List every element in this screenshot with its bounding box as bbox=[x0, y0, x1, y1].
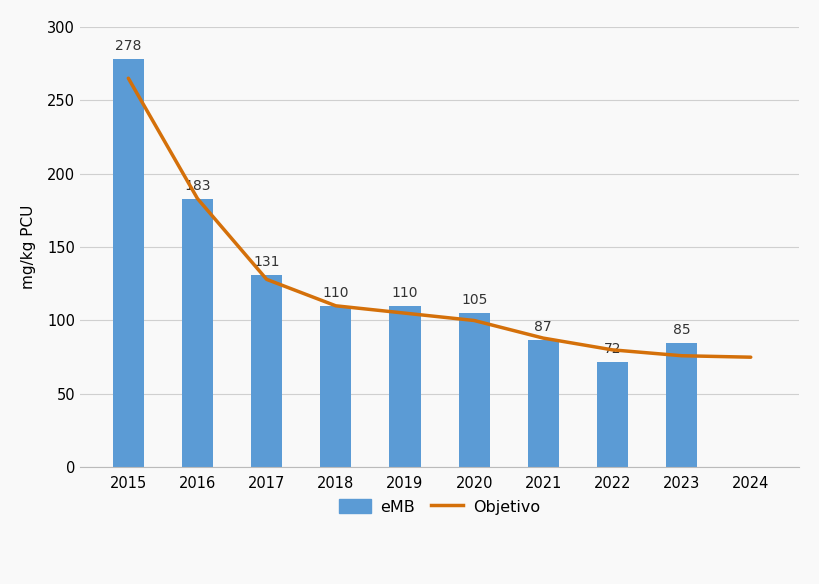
Text: 278: 278 bbox=[115, 39, 142, 53]
Text: 85: 85 bbox=[672, 322, 690, 336]
Text: 105: 105 bbox=[460, 293, 486, 307]
Text: 131: 131 bbox=[253, 255, 279, 269]
Legend: eMB, Objetivo: eMB, Objetivo bbox=[333, 492, 545, 521]
Bar bbox=[596, 361, 627, 467]
Text: 110: 110 bbox=[391, 286, 418, 300]
Bar bbox=[458, 313, 489, 467]
Text: 183: 183 bbox=[184, 179, 210, 193]
Y-axis label: mg/kg PCU: mg/kg PCU bbox=[20, 205, 36, 289]
Bar bbox=[251, 275, 282, 467]
Text: 87: 87 bbox=[534, 319, 551, 333]
Bar bbox=[320, 306, 351, 467]
Bar bbox=[182, 199, 213, 467]
Bar bbox=[389, 306, 420, 467]
Bar bbox=[527, 339, 559, 467]
Text: 110: 110 bbox=[322, 286, 349, 300]
Text: 72: 72 bbox=[603, 342, 621, 356]
Bar bbox=[665, 342, 696, 467]
Bar bbox=[113, 59, 143, 467]
